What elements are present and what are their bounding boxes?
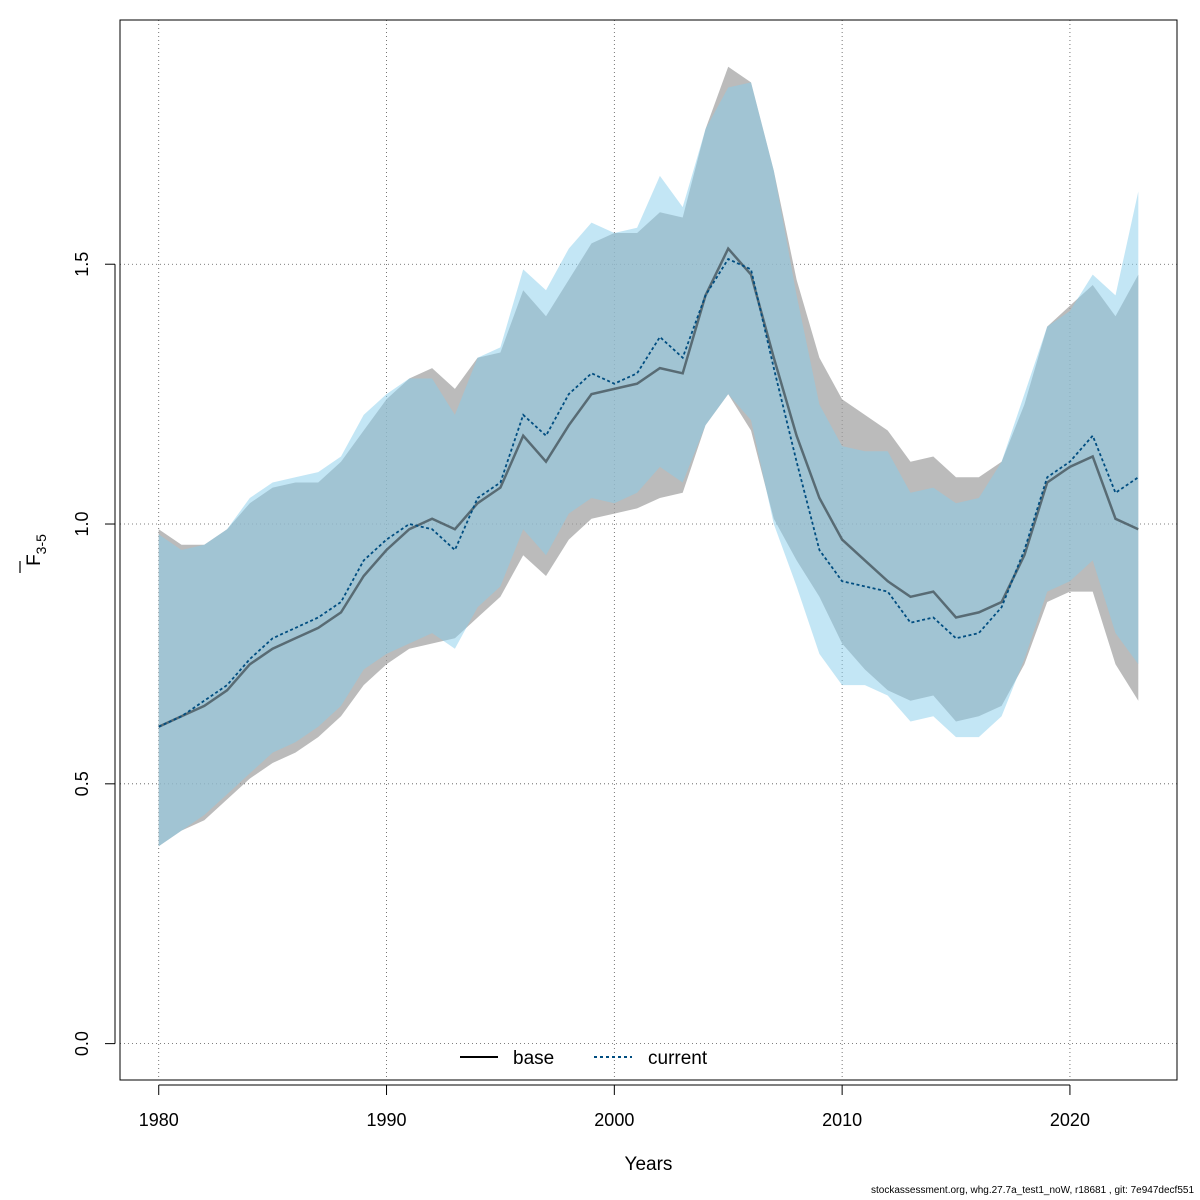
x-axis-title: Years [625, 1154, 673, 1175]
confidence-bands [158, 66, 1139, 847]
x-tick-label: 2020 [1050, 1110, 1090, 1130]
x-tick-label: 1990 [367, 1110, 407, 1130]
svg-text:F3-5: F3-5 [24, 534, 49, 566]
line-base [158, 246, 1139, 728]
y-axis-title-main: F [24, 554, 45, 566]
series-lines [158, 246, 1139, 728]
footer-caption: stockassessment.org, whg.27.7a_test1_noW… [871, 1185, 1194, 1196]
x-axis: 1980 1990 2000 2010 2020 [139, 1084, 1090, 1130]
line-current [158, 257, 1139, 728]
legend-current-label: current [648, 1048, 708, 1069]
y-tick-label: 1.5 [72, 252, 92, 277]
y-tick-label: 1.0 [72, 511, 92, 536]
band-current [158, 82, 1139, 847]
y-axis: 0.0 0.5 1.0 1.5 [72, 252, 116, 1056]
y-axis-title: F3-5 [19, 534, 49, 573]
x-tick-label: 2010 [822, 1110, 862, 1130]
plot-frame [119, 19, 1178, 1081]
legend-base-label: base [513, 1048, 554, 1069]
y-tick-label: 0.5 [72, 771, 92, 796]
y-axis-title-subscript: 3-5 [33, 534, 49, 554]
x-tick-label: 2000 [594, 1110, 634, 1130]
legend: base current [460, 1048, 708, 1069]
x-tick-label: 1980 [139, 1110, 179, 1130]
y-tick-label: 0.0 [72, 1031, 92, 1056]
